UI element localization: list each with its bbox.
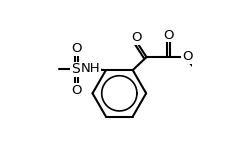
Text: O: O <box>131 31 141 44</box>
Text: O: O <box>71 42 82 55</box>
Text: O: O <box>71 83 82 97</box>
Text: O: O <box>182 50 192 63</box>
Text: NH: NH <box>80 62 100 75</box>
Text: O: O <box>163 29 174 42</box>
Text: S: S <box>71 62 80 76</box>
